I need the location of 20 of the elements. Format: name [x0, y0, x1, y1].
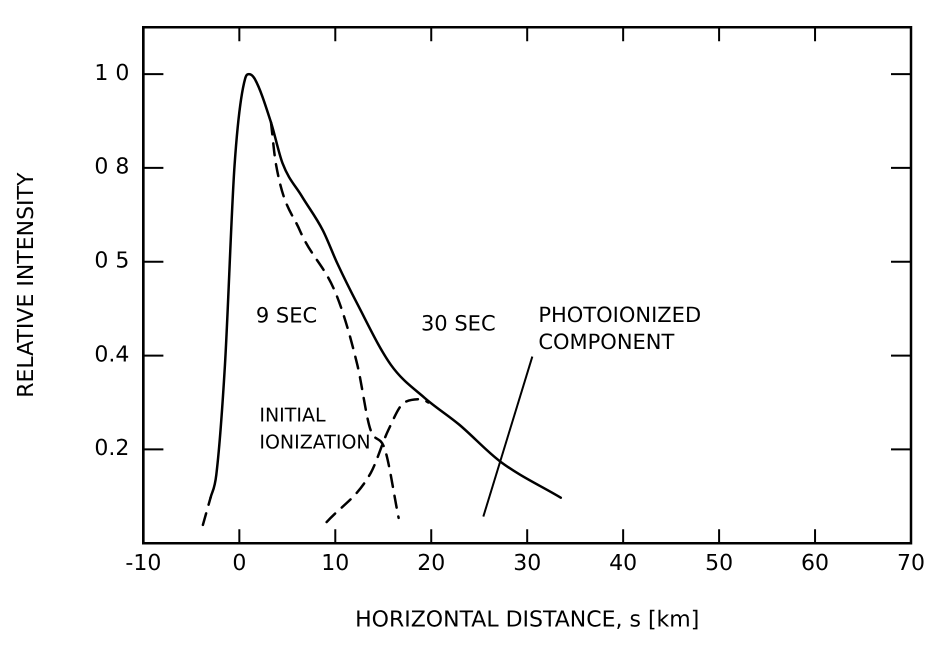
x-axis-title: HORIZONTAL DISTANCE, s [km]	[355, 608, 700, 633]
x-tick-label: 10	[321, 551, 350, 576]
x-tick-label: 60	[801, 551, 830, 576]
y-tick-label: 0 8	[94, 154, 130, 180]
y-tick-label: 0 5	[94, 248, 130, 274]
y-axis-title: RELATIVE INTENSITY	[14, 172, 39, 398]
x-tick-label: 0	[232, 551, 246, 576]
y-tick-label: 0.2	[94, 436, 130, 462]
x-tick-label: 20	[417, 551, 446, 576]
y-tick-label: 0.4	[94, 342, 130, 368]
x-tick-label: -10	[125, 551, 162, 576]
annotation: PHOTOIONIZED COMPONENT	[538, 303, 702, 354]
x-tick-label: 40	[609, 551, 638, 576]
series-label: 9 SEC	[256, 303, 318, 328]
x-tick-label: 30	[513, 551, 542, 576]
series-label: 30 SEC	[420, 311, 496, 336]
annotation: INITIAL IONIZATION	[259, 404, 371, 454]
y-tick-label: 1 0	[94, 60, 130, 86]
x-tick-label: 50	[705, 551, 734, 576]
x-tick-label: 70	[897, 551, 925, 576]
